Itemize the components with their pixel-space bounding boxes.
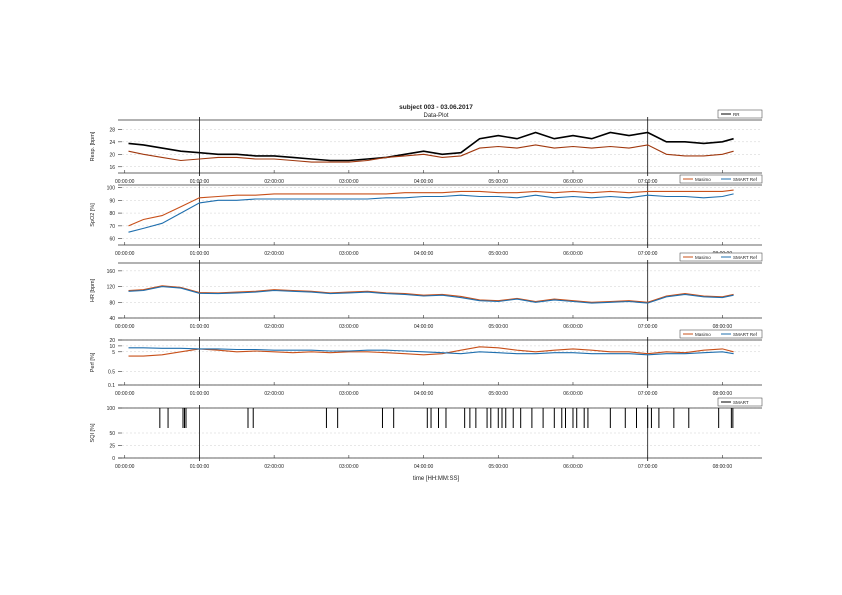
x-tick-label: 01:00:00 bbox=[190, 251, 210, 257]
y-axis-label: SQI [%] bbox=[90, 423, 96, 442]
y-tick-label: 90 bbox=[109, 198, 115, 204]
y-tick-label: 24 bbox=[109, 140, 115, 146]
y-axis-label: Resp. [bpm] bbox=[90, 131, 96, 161]
y-axis-label: SpO2 [%] bbox=[90, 203, 96, 227]
x-tick-label: 00:00:00 bbox=[115, 179, 135, 185]
x-tick-label: 07:00:00 bbox=[638, 464, 658, 470]
x-tick-label: 01:00:00 bbox=[190, 464, 210, 470]
y-tick-label: 60 bbox=[109, 237, 115, 243]
x-axis-label: time [HH:MM:SS] bbox=[413, 476, 460, 482]
y-tick-label: 120 bbox=[107, 285, 116, 291]
x-tick-label: 04:00:00 bbox=[414, 324, 434, 330]
series-line-masimo bbox=[128, 285, 734, 303]
legend-label: Masimo bbox=[695, 255, 711, 260]
y-tick-label: 20 bbox=[109, 152, 115, 158]
x-tick-label: 05:00:00 bbox=[489, 391, 509, 397]
x-tick-label: 04:00:00 bbox=[414, 251, 434, 257]
y-tick-label: 100 bbox=[107, 186, 116, 192]
legend-label: SMART Ref bbox=[733, 177, 758, 182]
series-line-smart-ref bbox=[128, 347, 734, 356]
x-tick-label: 08:00:00 bbox=[713, 464, 733, 470]
x-tick-label: 00:00:00 bbox=[115, 251, 135, 257]
y-tick-label: 80 bbox=[109, 300, 115, 306]
x-tick-label: 02:00:00 bbox=[264, 464, 284, 470]
chart-title: subject 003 - 03.06.2017 bbox=[399, 104, 473, 111]
y-tick-label: 100 bbox=[107, 406, 116, 412]
series-line-masimo bbox=[128, 346, 734, 357]
x-tick-label: 08:00:00 bbox=[713, 324, 733, 330]
x-tick-label: 07:00:00 bbox=[638, 391, 658, 397]
x-tick-label: 03:00:00 bbox=[339, 464, 359, 470]
legend-label: Masimo bbox=[695, 332, 711, 337]
x-tick-label: 05:00:00 bbox=[489, 251, 509, 257]
legend-label: Masimo bbox=[695, 177, 711, 182]
x-tick-label: 02:00:00 bbox=[264, 179, 284, 185]
x-tick-label: 08:00:00 bbox=[713, 391, 733, 397]
x-tick-label: 02:00:00 bbox=[264, 324, 284, 330]
x-tick-label: 06:00:00 bbox=[563, 464, 583, 470]
y-axis-label: Perf [%] bbox=[90, 352, 96, 372]
legend-label: RR bbox=[733, 112, 740, 117]
legend-label: SMART Ref bbox=[733, 332, 758, 337]
legend bbox=[717, 109, 763, 119]
series-line-rr-ref bbox=[128, 144, 734, 163]
x-tick-label: 00:00:00 bbox=[115, 464, 135, 470]
x-tick-label: 03:00:00 bbox=[339, 179, 359, 185]
x-tick-label: 02:00:00 bbox=[264, 251, 284, 257]
x-tick-label: 04:00:00 bbox=[414, 179, 434, 185]
x-tick-label: 05:00:00 bbox=[489, 179, 509, 185]
chart-subtitle: Data-Plot bbox=[423, 113, 448, 119]
x-tick-label: 07:00:00 bbox=[638, 324, 658, 330]
x-tick-label: 05:00:00 bbox=[489, 464, 509, 470]
series-line-smart-ref bbox=[128, 286, 734, 304]
y-tick-label: 40 bbox=[109, 316, 115, 322]
x-tick-label: 04:00:00 bbox=[414, 464, 434, 470]
x-tick-label: 06:00:00 bbox=[563, 251, 583, 257]
y-tick-label: 20 bbox=[109, 338, 115, 344]
legend-label: SMART bbox=[733, 400, 749, 405]
x-tick-label: 03:00:00 bbox=[339, 251, 359, 257]
panel-2: 60 70 80 90 100 SpO2 [%] 00:00:00 01:00:00 02:00… bbox=[90, 174, 763, 257]
y-tick-label: 0 bbox=[112, 456, 115, 462]
x-tick-label: 03:00:00 bbox=[339, 324, 359, 330]
y-tick-label: 0.5 bbox=[108, 369, 115, 375]
x-tick-label: 07:00:00 bbox=[638, 251, 658, 257]
y-tick-label: 80 bbox=[109, 211, 115, 217]
panel-3: 40 80 120 160 HR [bpm] 00:00:00 01:00:00 02:00:… bbox=[90, 252, 763, 330]
y-tick-label: 160 bbox=[107, 269, 116, 275]
x-tick-label: 04:00:00 bbox=[414, 391, 434, 397]
y-tick-label: 50 bbox=[109, 431, 115, 437]
x-tick-label: 00:00:00 bbox=[115, 324, 135, 330]
y-tick-label: 25 bbox=[109, 444, 115, 450]
y-tick-label: 16 bbox=[109, 165, 115, 171]
x-tick-label: 06:00:00 bbox=[563, 324, 583, 330]
series-line-rr bbox=[128, 131, 734, 162]
x-tick-label: 01:00:00 bbox=[190, 391, 210, 397]
panel-5: 0 25 50 100 SQI [%] 00:00:00 01:00:00 02:00:00 0… bbox=[90, 397, 763, 470]
x-tick-label: 05:00:00 bbox=[489, 324, 509, 330]
y-tick-label: 5 bbox=[112, 350, 115, 356]
series-line-smart-ref bbox=[128, 193, 734, 233]
y-tick-label: 28 bbox=[109, 127, 115, 133]
series-line-masimo bbox=[128, 189, 734, 227]
y-tick-label: 10 bbox=[109, 344, 115, 350]
legend bbox=[717, 397, 763, 407]
y-tick-label: 70 bbox=[109, 224, 115, 230]
legend-label: SMART Ref bbox=[733, 255, 758, 260]
x-tick-label: 02:00:00 bbox=[264, 391, 284, 397]
y-axis-label: HR [bpm] bbox=[90, 278, 96, 302]
x-tick-label: 01:00:00 bbox=[190, 324, 210, 330]
y-tick-label: 0.1 bbox=[108, 383, 115, 389]
x-tick-label: 06:00:00 bbox=[563, 391, 583, 397]
x-tick-label: 00:00:00 bbox=[115, 391, 135, 397]
x-tick-label: 03:00:00 bbox=[339, 391, 359, 397]
x-tick-label: 06:00:00 bbox=[563, 179, 583, 185]
